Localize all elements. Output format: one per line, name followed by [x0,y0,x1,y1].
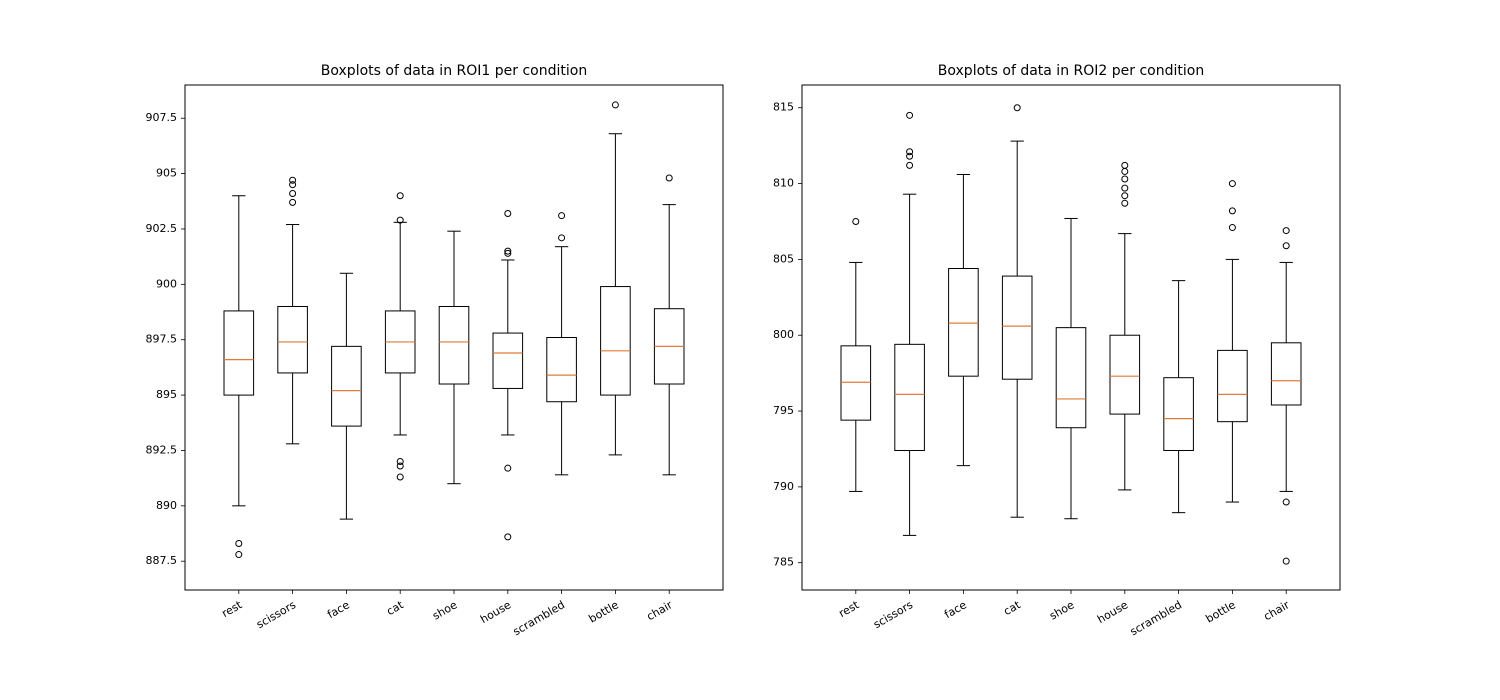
box [439,306,469,384]
y-tick-label: 887.5 [146,554,178,567]
outlier-marker [1229,225,1235,231]
x-tick-label: shoe [1047,598,1076,622]
boxplot-svg: 785 790 795 800 805 810 815 rest scissors face cat… [712,0,1430,680]
outlier-marker [612,102,618,108]
x-tick-label: scrambled [1128,598,1184,638]
figure-container: Boxplots of data in ROI1 per condition88… [0,0,1500,700]
outlier-marker [505,534,511,540]
outlier-marker [1229,208,1235,214]
x-tick-label: house [1095,598,1130,626]
box [841,346,871,420]
outlier-marker [907,162,913,168]
outlier-marker [559,235,565,241]
y-tick-label: 902.5 [146,222,178,235]
x-tick-label: face [325,598,352,621]
y-tick-label: 805 [773,252,794,265]
x-tick-label: chair [1262,598,1293,623]
box [1164,378,1194,451]
y-tick-label: 815 [773,101,794,114]
y-tick-label: 810 [773,177,794,190]
outlier-marker [1122,162,1128,168]
y-tick-label: 890 [156,499,177,512]
outlier-marker [1122,193,1128,199]
x-tick-label: rest [837,598,862,620]
x-tick-label: cat [1001,598,1023,618]
y-tick-label: 800 [773,328,794,341]
box [601,287,631,396]
box [332,346,362,426]
y-tick-label: 907.5 [146,111,178,124]
y-tick-label: 895 [156,388,177,401]
x-tick-label: rest [220,598,245,620]
outlier-marker [1283,228,1289,234]
box [895,344,925,450]
outlier-marker [907,153,913,159]
box [949,268,979,376]
box [1271,343,1301,405]
box [224,311,254,395]
outlier-marker [1283,243,1289,249]
outlier-marker [907,112,913,118]
x-tick-label: shoe [430,598,459,622]
outlier-marker [505,465,511,471]
x-tick-label: cat [384,598,406,618]
outlier-marker [236,540,242,546]
outlier-marker [397,193,403,199]
box [547,338,577,402]
x-tick-label: scissors [871,598,915,631]
boxplot-svg: 887.5 890 892.5 895 897.5 900 902.5 905 907.5 res… [95,0,813,680]
y-tick-label: 905 [156,167,177,180]
x-tick-label: chair [645,598,676,623]
y-tick-label: 892.5 [146,443,178,456]
outlier-marker [1014,105,1020,111]
outlier-marker [1283,558,1289,564]
y-tick-label: 785 [773,556,794,569]
outlier-marker [559,213,565,219]
y-tick-label: 900 [156,277,177,290]
outlier-marker [1229,181,1235,187]
box [493,333,523,388]
outlier-marker [1283,499,1289,505]
y-tick-label: 795 [773,404,794,417]
x-tick-label: house [478,598,513,626]
x-tick-label: scrambled [511,598,567,638]
outlier-marker [290,182,296,188]
box [1110,335,1140,414]
box [1056,328,1086,428]
outlier-marker [666,175,672,181]
box [1218,350,1248,421]
outlier-marker [290,191,296,197]
outlier-marker [1122,200,1128,206]
outlier-marker [505,210,511,216]
outlier-marker [397,474,403,480]
axes-border [185,85,723,590]
y-tick-label: 790 [773,480,794,493]
outlier-marker [397,463,403,469]
x-tick-label: face [942,598,969,621]
outlier-marker [1122,176,1128,182]
outlier-marker [236,552,242,558]
x-tick-label: scissors [254,598,298,631]
outlier-marker [290,199,296,205]
x-tick-label: bottle [587,598,622,625]
y-tick-label: 897.5 [146,333,178,346]
outlier-marker [1122,168,1128,174]
outlier-marker [1122,185,1128,191]
outlier-marker [853,218,859,224]
x-tick-label: bottle [1204,598,1239,625]
box [1002,276,1032,379]
box [278,306,308,372]
